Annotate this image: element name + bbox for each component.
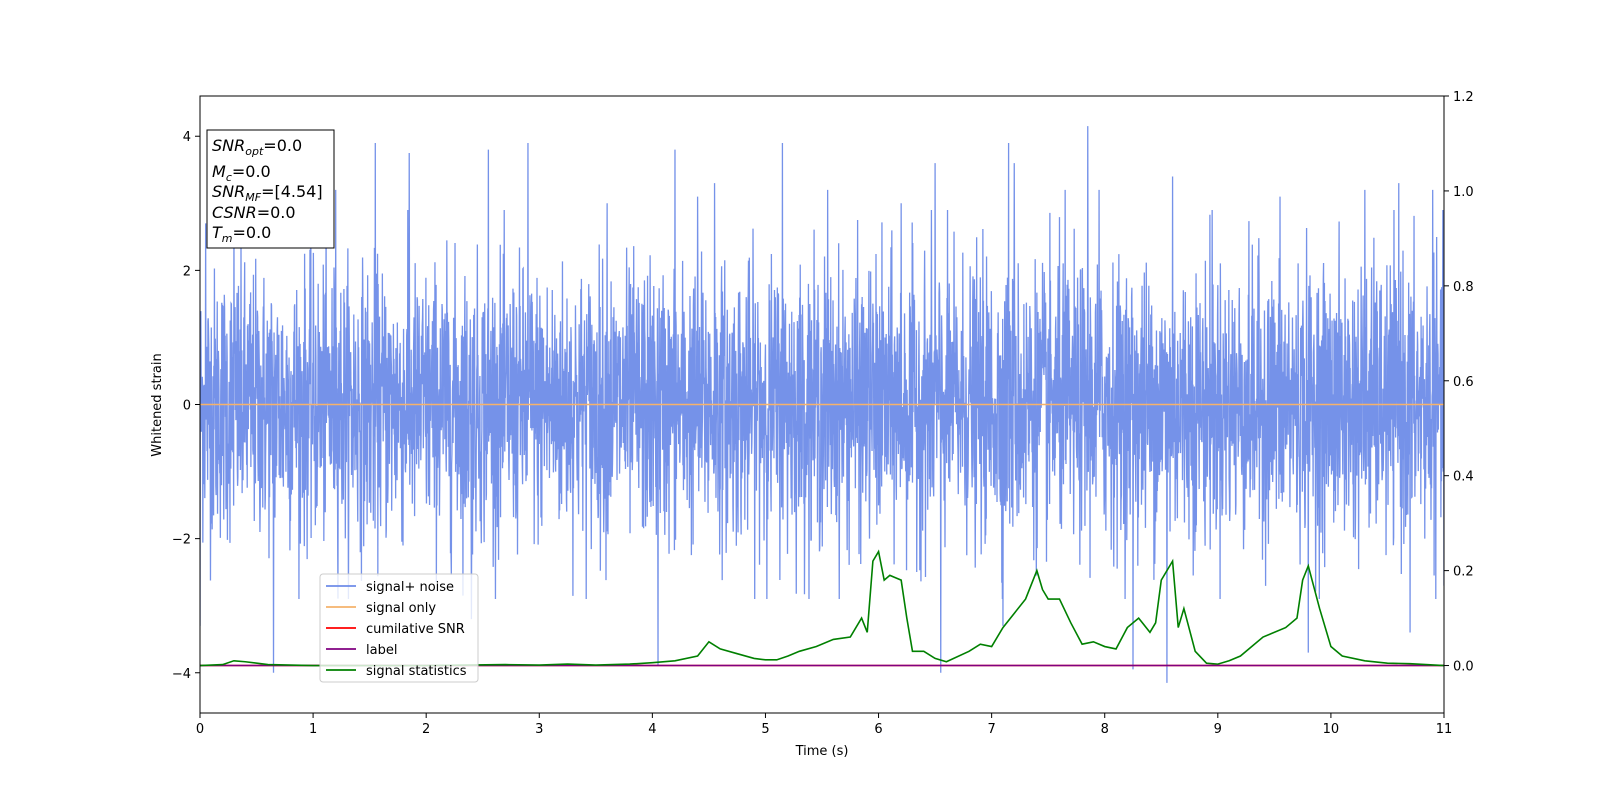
x-tick-label: 0 <box>196 722 204 737</box>
y-tick-label: −4 <box>172 667 191 682</box>
legend-label: cumilative SNR <box>366 622 465 637</box>
legend-label: signal statistics <box>366 664 467 679</box>
x-tick-label: 10 <box>1323 722 1340 737</box>
y2-tick-label: 1.0 <box>1453 185 1474 200</box>
legend: signal+ noise signal only cumilative SNR la… <box>319 573 479 683</box>
y2-tick-label: 0.4 <box>1453 470 1474 485</box>
info-line: SNRopt=0.0 <box>212 136 302 158</box>
x-tick-label: 9 <box>1214 722 1222 737</box>
x-tick-label: 7 <box>987 722 995 737</box>
x-tick-label: 8 <box>1101 722 1109 737</box>
y2-tick-label: 0.6 <box>1453 375 1474 390</box>
info-line: SNRMF=[4.54] <box>212 182 323 204</box>
x-tick-label: 3 <box>535 722 543 737</box>
x-axis-label: Time (s) <box>795 744 849 759</box>
info-box: SNRopt=0.0 Mc=0.0SNRMF=[4.54]CSNR=0.0Tm=0… <box>206 129 335 249</box>
y-tick-label: 2 <box>183 264 191 279</box>
legend-label: signal only <box>366 601 436 616</box>
x-tick-label: 4 <box>648 722 656 737</box>
y-tick-label: 0 <box>183 399 191 414</box>
y-axis-label: Whitened strain <box>150 353 165 456</box>
x-tick-label: 6 <box>874 722 882 737</box>
info-line: CSNR=0.0 <box>212 203 296 222</box>
x-tick-label: 5 <box>761 722 769 737</box>
x-tick-label: 1 <box>309 722 317 737</box>
legend-frame <box>319 573 479 683</box>
series-signal-noise <box>200 126 1444 683</box>
x-tick-label: 2 <box>422 722 430 737</box>
legend-label: label <box>366 643 397 658</box>
series-signal-statistics <box>200 549 1444 667</box>
info-box-frame <box>206 129 335 249</box>
ticks-layer: 0 1 2 3 4 5 6 7 8 9 10 11 −4 −2 0 2 4 0.0 0.2 0.4 0.6 0.8 1.0 1… <box>172 90 1474 737</box>
info-line: Tm=0.0 <box>212 223 271 245</box>
y-tick-label: −2 <box>172 533 191 548</box>
info-line: Mc=0.0 <box>212 162 271 184</box>
legend-label: signal+ noise <box>366 580 454 595</box>
y-tick-label: 4 <box>183 130 191 145</box>
y2-tick-label: 0.8 <box>1453 280 1474 295</box>
x-tick-label: 11 <box>1436 722 1453 737</box>
y2-tick-label: 1.2 <box>1453 90 1474 105</box>
y2-tick-label: 0.0 <box>1453 660 1474 675</box>
y2-tick-label: 0.2 <box>1453 565 1474 580</box>
